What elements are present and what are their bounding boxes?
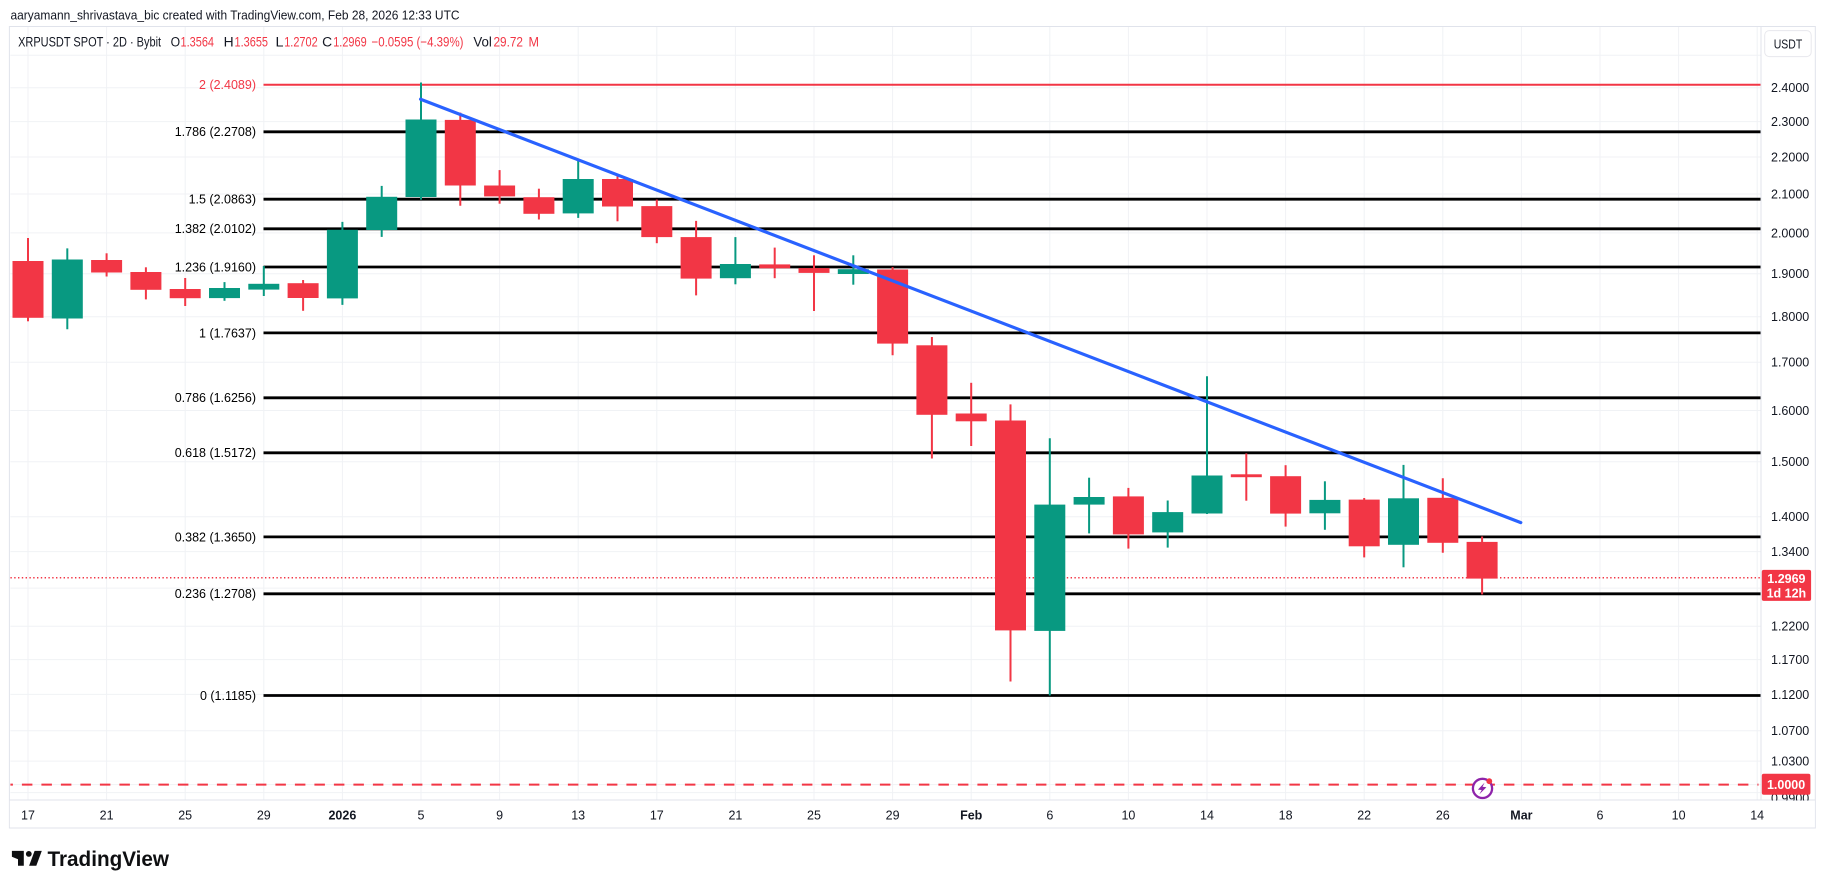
svg-text:1.2200: 1.2200 — [1771, 620, 1809, 634]
svg-text:2.1000: 2.1000 — [1771, 187, 1809, 201]
svg-text:Vol: Vol — [473, 34, 492, 49]
svg-text:1 (1.7637): 1 (1.7637) — [199, 326, 256, 340]
svg-text:22: 22 — [1357, 808, 1371, 822]
svg-text:2.4000: 2.4000 — [1771, 81, 1809, 95]
svg-text:XRPUSDT SPOT · 2D · Bybit: XRPUSDT SPOT · 2D · Bybit — [18, 34, 161, 49]
svg-text:0 (1.1185): 0 (1.1185) — [200, 689, 256, 703]
svg-text:1.7000: 1.7000 — [1771, 356, 1809, 370]
svg-text:21: 21 — [728, 808, 742, 822]
svg-text:Feb: Feb — [960, 808, 983, 822]
svg-text:1.5000: 1.5000 — [1771, 455, 1809, 469]
svg-text:1.786 (2.2708): 1.786 (2.2708) — [175, 125, 256, 139]
svg-text:2.3000: 2.3000 — [1771, 115, 1809, 129]
svg-text:−0.0595 (−4.39%): −0.0595 (−4.39%) — [372, 34, 464, 49]
svg-text:29.72: 29.72 — [494, 34, 524, 49]
svg-text:14: 14 — [1200, 808, 1214, 822]
svg-text:26: 26 — [1436, 808, 1450, 822]
svg-text:O: O — [171, 34, 181, 49]
svg-text:0.236 (1.2708): 0.236 (1.2708) — [175, 587, 256, 601]
svg-text:1d 12h: 1d 12h — [1767, 586, 1807, 600]
svg-text:1.8000: 1.8000 — [1771, 310, 1809, 324]
svg-text:17: 17 — [21, 808, 35, 822]
svg-text:1.4000: 1.4000 — [1771, 510, 1809, 524]
svg-text:9: 9 — [496, 808, 503, 822]
svg-text:1.0000: 1.0000 — [1767, 778, 1805, 792]
svg-text:5: 5 — [418, 808, 425, 822]
svg-text:1.1700: 1.1700 — [1771, 653, 1809, 667]
svg-text:0.786 (1.6256): 0.786 (1.6256) — [175, 391, 256, 405]
svg-text:6: 6 — [1597, 808, 1604, 822]
svg-text:10: 10 — [1121, 808, 1135, 822]
svg-text:25: 25 — [807, 808, 821, 822]
svg-text:H: H — [224, 34, 234, 49]
svg-text:1.3400: 1.3400 — [1771, 545, 1809, 559]
svg-text:29: 29 — [886, 808, 900, 822]
svg-text:6: 6 — [1046, 808, 1053, 822]
svg-text:L: L — [276, 34, 285, 49]
svg-text:0.618 (1.5172): 0.618 (1.5172) — [175, 446, 256, 460]
svg-text:0.382 (1.3650): 0.382 (1.3650) — [175, 530, 256, 544]
svg-text:2 (2.4089): 2 (2.4089) — [199, 78, 256, 92]
svg-text:1.5 (2.0863): 1.5 (2.0863) — [189, 193, 256, 207]
svg-text:2026: 2026 — [328, 808, 356, 822]
svg-text:1.6000: 1.6000 — [1771, 404, 1809, 418]
svg-text:1.3655: 1.3655 — [235, 34, 269, 49]
svg-text:1.3564: 1.3564 — [181, 34, 215, 49]
svg-text:1.2969: 1.2969 — [333, 34, 367, 49]
svg-text:1.9000: 1.9000 — [1771, 267, 1809, 281]
svg-text:17: 17 — [650, 808, 664, 822]
svg-text:2.2000: 2.2000 — [1771, 150, 1809, 164]
svg-text:1.1200: 1.1200 — [1771, 688, 1809, 702]
svg-text:2.0000: 2.0000 — [1771, 226, 1809, 240]
svg-text:18: 18 — [1279, 808, 1293, 822]
svg-text:1.0700: 1.0700 — [1771, 724, 1809, 738]
svg-text:1.236 (1.9160): 1.236 (1.9160) — [175, 260, 256, 274]
svg-text:1.2969: 1.2969 — [1767, 572, 1805, 586]
svg-text:13: 13 — [571, 808, 585, 822]
svg-text:aaryamann_shrivastava_bic crea: aaryamann_shrivastava_bic created with T… — [11, 7, 460, 22]
svg-text:M: M — [529, 34, 540, 49]
svg-text:29: 29 — [257, 808, 271, 822]
svg-text:TradingView: TradingView — [48, 848, 170, 871]
svg-text:10: 10 — [1672, 808, 1686, 822]
svg-text:21: 21 — [100, 808, 114, 822]
svg-text:14: 14 — [1750, 808, 1764, 822]
svg-text:1.0300: 1.0300 — [1771, 755, 1809, 769]
svg-text:25: 25 — [178, 808, 192, 822]
svg-text:USDT: USDT — [1774, 37, 1803, 51]
svg-text:1.2702: 1.2702 — [284, 34, 318, 49]
svg-text:1.382 (2.0102): 1.382 (2.0102) — [175, 222, 256, 236]
svg-text:C: C — [322, 34, 332, 49]
svg-text:Mar: Mar — [1510, 808, 1532, 822]
